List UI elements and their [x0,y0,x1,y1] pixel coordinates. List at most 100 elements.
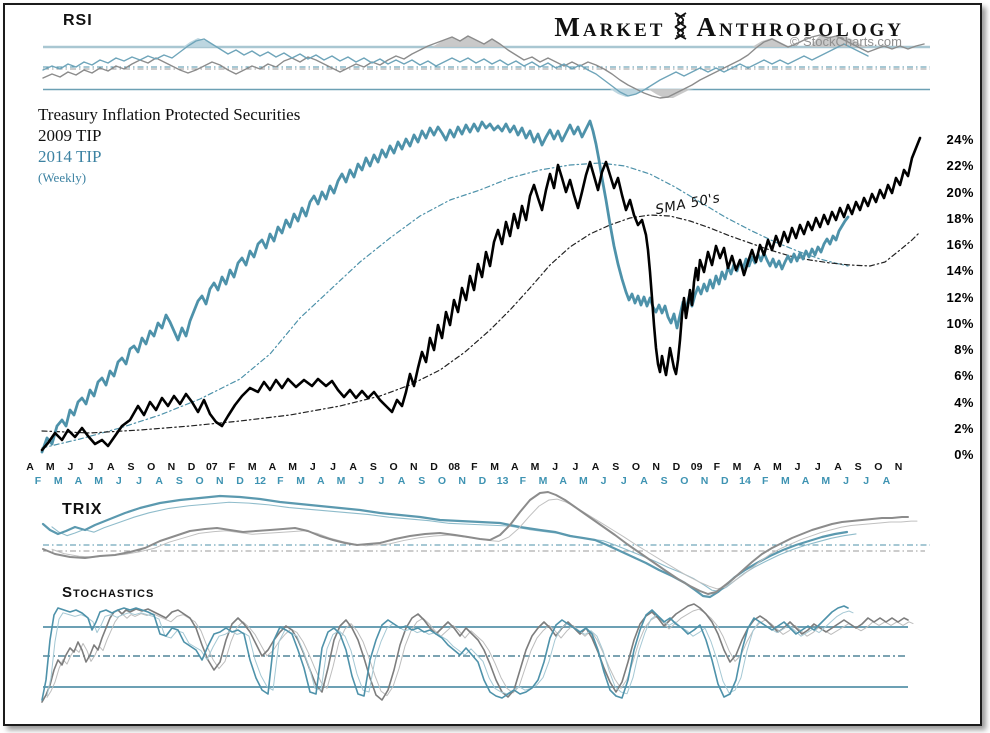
x-axis-label: F [761,475,769,487]
x-axis-label: A [74,475,83,487]
x-axis-label: O [680,475,689,487]
brand-word-anthropology: Anthropology [696,12,904,42]
x-axis-label: A [268,461,277,473]
x-axis-label: 14 [739,475,751,487]
x-axis-label: M [538,475,548,487]
x-axis-label: M [94,475,103,487]
x-axis-label: 08 [448,461,461,473]
x-axis-label: F [228,461,236,473]
x-axis-label: M [821,475,831,487]
y-axis-label: 4% [954,394,974,410]
x-axis-label: O [631,461,641,473]
y-axis-label: 12% [946,289,974,305]
x-axis-label: 09 [690,461,703,473]
brand-word-market: Market [554,12,666,42]
x-axis-label: J [814,461,821,473]
x-axis-label: J [572,461,579,473]
x-axis-label: N [894,461,903,473]
x-axis-label: A [640,475,648,487]
x-axis-label: J [115,475,122,487]
x-axis-label: S [418,475,426,487]
x-axis-label: O [147,461,156,473]
x-axis-label: A [397,475,406,487]
x-axis-label: S [854,461,862,473]
x-axis-label: F [471,461,478,473]
x-axis-label: J [136,475,142,487]
rsi-panel-label: RSI [63,12,93,29]
x-axis-label: O [437,475,447,487]
dna-icon [672,12,689,45]
x-axis-label: A [559,475,567,487]
x-axis-label: D [236,475,244,487]
x-axis-label: D [672,461,681,473]
y-axis-label: 20% [946,184,974,200]
x-axis-label: M [530,461,540,473]
x-axis-label: N [700,475,709,487]
timeframe-label: (Weekly) [38,170,87,185]
x-axis-label: A [882,475,891,487]
x-axis-label: M [773,461,782,473]
series-label-2014-tip: 2014 TIP [38,147,102,166]
stochastics-panel-label: Stochastics [62,584,155,601]
x-axis-label: N [410,461,418,473]
x-axis-label: S [175,475,183,487]
x-axis-label: O [874,461,883,473]
x-axis-label: M [781,475,790,487]
x-axis-label: M [336,475,346,487]
x-axis-label: J [67,461,74,473]
x-axis-label: A [26,461,34,473]
x-axis-label: N [458,475,466,487]
x-axis-label: F [519,475,527,487]
y-axis-label: 14% [946,263,974,279]
x-axis-label: A [801,475,810,487]
y-axis-label: 18% [946,210,974,226]
chart-title-block: Treasury Inflation Protected Securities … [38,104,300,188]
chart-frame [3,3,982,726]
x-axis-label: J [330,461,336,473]
stockcharts-credit: © StockCharts.com [789,34,902,49]
x-axis-label: F [34,475,42,487]
x-axis-label: J [600,475,607,487]
trix-panel-label: TRIX [62,501,103,518]
x-axis-label: A [107,461,115,473]
x-axis-label: D [430,461,438,473]
x-axis-label: A [591,461,600,473]
x-axis-label: D [187,461,196,473]
series-label-2009-tip: 2009 TIP [38,126,102,145]
x-axis-label: M [579,475,588,487]
y-axis-label: 0% [954,447,974,462]
x-axis-label: J [358,475,365,487]
x-axis-label: A [317,475,325,487]
x-axis-label: M [732,461,742,473]
x-axis-label: O [195,475,204,487]
x-axis-label: N [216,475,224,487]
y-axis-label: 6% [954,368,974,384]
y-axis-label: 22% [946,158,974,174]
x-axis-label: M [53,475,63,487]
x-axis-label: J [843,475,849,487]
y-axis-label: 2% [954,420,974,436]
x-axis-label: M [296,475,305,487]
y-axis-label: 10% [946,315,974,331]
x-axis-label: D [721,475,729,487]
x-axis-label: A [155,475,163,487]
x-axis-label: J [87,461,94,473]
x-axis-label: S [369,461,377,473]
x-axis-label: J [309,461,316,473]
x-axis-label: J [863,475,870,487]
x-axis-label: D [478,475,487,487]
x-axis-label: M [288,461,297,473]
x-axis-label: A [753,461,761,473]
x-axis-label: F [277,475,284,487]
x-axis-label: J [378,475,385,487]
x-axis-label: J [620,475,627,487]
x-axis-label: S [612,461,620,473]
x-axis-label: S [127,461,135,473]
x-axis-label: J [552,461,559,473]
x-axis-label: 13 [496,475,509,487]
x-axis-label: S [660,475,668,487]
x-axis-label: N [652,461,660,473]
x-axis-label: J [794,461,801,473]
